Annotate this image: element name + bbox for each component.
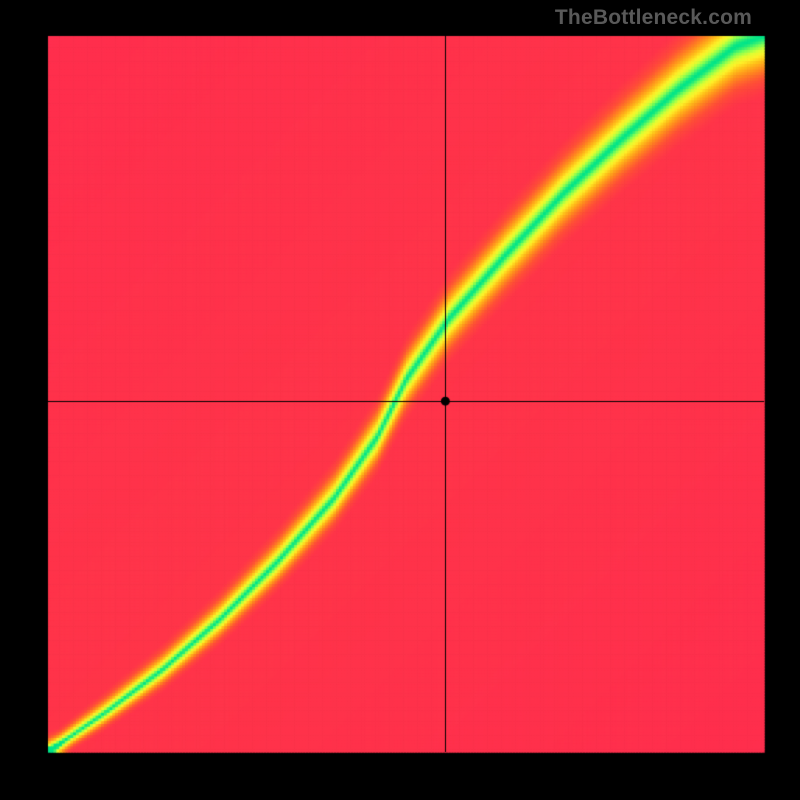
chart-container: TheBottleneck.com	[0, 0, 800, 800]
watermark-text: TheBottleneck.com	[555, 6, 752, 30]
bottleneck-heatmap-canvas	[0, 0, 800, 800]
